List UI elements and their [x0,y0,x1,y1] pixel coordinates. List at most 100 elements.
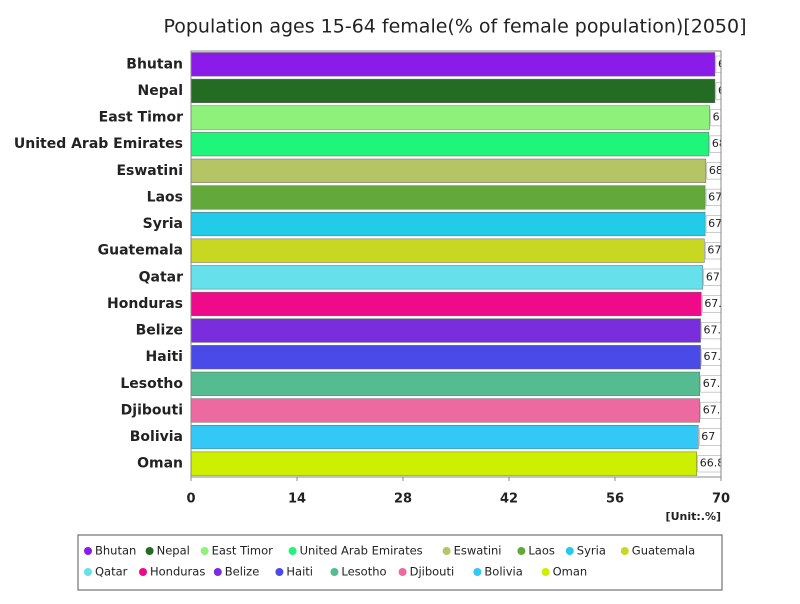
value-label: 67.3 [704,350,729,363]
legend-label: Guatemala [632,544,695,558]
value-label-bg [715,55,721,73]
bar [191,52,716,77]
legend-label: Syria [577,544,606,558]
y-tick-label: United Arab Emirates [14,136,183,152]
value-label-bg [709,135,721,153]
chart-title: Population ages 15-64 female(% of female… [163,16,746,38]
y-tick-label: Honduras [107,296,183,312]
legend-marker [620,547,629,555]
y-tick-label: Belize [136,323,183,339]
legend-marker [200,547,209,555]
y-tick-label: Guatemala [98,243,183,259]
value-label: 67.9 [708,190,733,203]
legend-marker [84,568,92,576]
y-tick-label: Syria [143,216,183,232]
bar [191,78,716,103]
value-label-bg [701,348,721,366]
value-label: 67.2 [703,377,728,390]
legend-marker [139,568,147,576]
value-label-bg [702,295,721,313]
x-tick-label: 42 [500,492,518,507]
value-label-bg [699,428,721,446]
legend-label: Honduras [150,565,205,579]
legend-label: United Arab Emirates [300,544,423,558]
value-label: 66.8 [700,457,725,470]
value-label-bg [706,162,721,180]
y-tick-label: Bolivia [130,429,183,445]
legend-marker [398,568,407,576]
legend-label: Lesotho [341,565,386,579]
legend-marker [275,568,284,576]
legend-marker [442,547,451,555]
value-label-bg [697,455,721,473]
value-label: 67.4 [704,297,729,310]
value-label: 67.8 [707,244,732,257]
legend-label: Bolivia [484,565,522,579]
bar [191,105,710,130]
y-tick-label: Djibouti [121,402,183,418]
value-label: 67 [701,430,715,443]
legend-marker [145,547,154,555]
bar [191,158,707,183]
value-label-bg [705,215,721,233]
y-tick-label: Eswatini [116,163,183,179]
value-label-bg [701,322,721,340]
value-label-bg [705,242,721,260]
legend-marker [84,547,92,555]
legend-label: Haiti [286,565,313,579]
y-tick-label: Qatar [139,269,183,285]
bar [191,291,702,316]
y-tick-label: Nepal [138,83,183,99]
value-label-bg [700,375,721,393]
legend-label: Qatar [95,565,128,579]
bar [191,238,705,263]
value-label: 68.4 [712,137,737,150]
legend-label: Bhutan [95,544,136,558]
bar [191,371,701,396]
legend-label: Nepal [157,544,190,558]
y-tick-label: Oman [137,456,183,472]
bar [191,185,706,210]
x-tick-label: 70 [712,492,730,507]
legend-label: Eswatini [454,544,502,558]
value-label-bg [710,109,721,127]
value-label: 67.2 [703,403,728,416]
plot: 69.2 69.2 68.5 68.4 68 67.9 67.9 67.8 67.6 67.4 67… [191,52,743,476]
y-tick-label: Lesotho [120,376,183,392]
value-label-bg [700,401,721,419]
y-tick-label: East Timor [99,110,183,126]
plot-frame [190,50,722,478]
legend-label: Belize [225,565,259,579]
value-label-bg [705,188,721,206]
bar [191,425,699,450]
legend-marker [330,568,339,576]
bar [191,318,701,343]
legend-marker [213,568,222,576]
bar [191,212,706,237]
legend-label: Djibouti [410,565,455,579]
value-label: 67.6 [706,270,731,283]
value-label: 69.2 [718,84,743,97]
legend-marker [473,568,482,576]
value-label-bg [715,82,721,100]
x-tick-label: 56 [606,492,624,507]
y-tick-label: Laos [147,189,183,205]
legend-marker [517,547,526,555]
value-label: 67.3 [704,324,729,337]
y-tick-label: Haiti [146,349,183,365]
value-label: 69.2 [718,57,743,70]
legend-label: East Timor [212,544,274,558]
value-label: 67.9 [708,217,733,230]
legend-marker [565,547,574,555]
legend-box [77,534,723,591]
x-tick-label: 14 [288,492,306,507]
bar [191,265,704,290]
value-label: 68 [709,164,723,177]
bar [191,132,710,157]
value-label: 68.5 [713,111,738,124]
legend-marker [288,547,297,555]
x-tick-label: 0 [186,492,195,507]
x-tick-label: 28 [394,492,412,507]
legend-label: Oman [553,565,588,579]
